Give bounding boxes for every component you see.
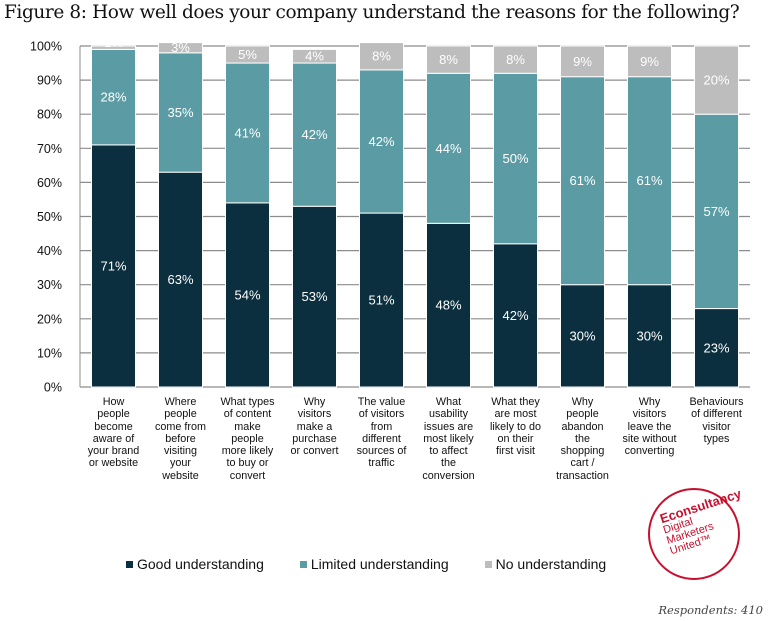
legend-swatch-none: [484, 560, 492, 568]
chart-title: Figure 8: How well does your company und…: [4, 2, 740, 23]
legend-item-none: No understanding: [484, 556, 607, 572]
y-tick-label: 30%: [37, 278, 62, 292]
data-label: 42%: [368, 134, 394, 149]
legend-label-limited: Limited understanding: [310, 556, 449, 572]
data-label: 61%: [636, 173, 662, 188]
data-label: 61%: [569, 173, 595, 188]
bar-segment: [694, 113, 739, 310]
data-label: 42%: [301, 127, 327, 142]
respondents-note: Respondents: 410: [658, 603, 763, 617]
x-category-label: How people become aware of your brand or webs…: [87, 396, 140, 470]
y-tick-label: 80%: [37, 108, 62, 122]
y-tick-label: 50%: [37, 210, 62, 224]
data-label: 8%: [372, 49, 391, 64]
legend-item-limited: Limited understanding: [299, 556, 449, 572]
data-label: 9%: [640, 54, 659, 69]
bar-segment: [493, 72, 538, 245]
bar-segment: [359, 212, 404, 388]
data-label: 35%: [167, 105, 193, 120]
legend: Good understanding Limited understanding…: [126, 556, 642, 572]
bar-segment: [225, 202, 270, 388]
y-tick-label: 0%: [44, 381, 62, 395]
bar-segment: [560, 284, 605, 388]
bar-segment: [627, 45, 672, 78]
bar-segment: [694, 45, 739, 115]
y-tick-label: 60%: [37, 176, 62, 190]
y-tick-label: 100%: [30, 40, 62, 54]
data-label: 28%: [100, 90, 126, 105]
legend-label-none: No understanding: [495, 556, 607, 572]
bar-segment: [158, 42, 203, 54]
y-tick-label: 10%: [37, 346, 62, 360]
data-label: 53%: [301, 289, 327, 304]
data-label: 4%: [305, 49, 324, 64]
y-tick-label: 90%: [37, 74, 62, 88]
data-label: 3%: [171, 40, 190, 55]
x-category-label: Why visitors leave the site without converti…: [622, 396, 677, 458]
bar-segment: [627, 76, 672, 286]
legend-swatch-limited: [299, 560, 307, 568]
data-label: 8%: [439, 52, 458, 67]
bar-segment: [426, 72, 471, 224]
data-label: 50%: [502, 151, 528, 166]
bar-segment: [426, 45, 471, 74]
x-category-label: What types of content make people more likel…: [220, 396, 275, 482]
bar-segment: [493, 45, 538, 74]
data-label: 30%: [569, 328, 595, 343]
bar-segment: [158, 171, 203, 388]
data-label: 44%: [435, 141, 461, 156]
x-category-label: Why visitors make a purchase or convert: [290, 396, 339, 458]
data-label: 9%: [573, 54, 592, 69]
x-category-label: What they are most likely to do on their fir…: [489, 396, 541, 458]
bar-segment: [694, 308, 739, 388]
data-label: 5%: [238, 47, 257, 62]
data-label: 54%: [234, 287, 260, 302]
y-tick-label: 40%: [37, 244, 62, 258]
legend-label-good: Good understanding: [137, 556, 264, 572]
bar-segment: [225, 45, 270, 64]
x-category-label: Behaviours of different visitor types: [689, 396, 744, 445]
data-label: 41%: [234, 125, 260, 140]
bar-segment: [560, 45, 605, 78]
x-category-label: The value of visitors from different sources…: [356, 396, 407, 470]
legend-item-good: Good understanding: [126, 556, 264, 572]
bar-segment: [91, 48, 136, 146]
x-category-label: Where people come from before visiting your we…: [155, 396, 206, 482]
data-label: 30%: [636, 328, 662, 343]
y-tick-label: 70%: [37, 142, 62, 156]
x-category-label: What usability issues are most likely to aff…: [422, 396, 475, 482]
data-label: 63%: [167, 272, 193, 287]
data-label: 71%: [100, 258, 126, 273]
legend-swatch-good: [126, 560, 133, 568]
bar-segment: [359, 42, 404, 71]
bar-segment: [91, 45, 136, 50]
bar-segment: [292, 48, 337, 64]
bar-segment: [627, 284, 672, 388]
data-label: 48%: [435, 298, 461, 313]
data-label: 23%: [703, 340, 729, 355]
bar-segment: [426, 222, 471, 388]
data-label: 8%: [506, 52, 525, 67]
data-label: 51%: [368, 293, 394, 308]
data-label: 1%: [104, 35, 123, 50]
bar-segment: [91, 144, 136, 388]
data-label: 57%: [703, 204, 729, 219]
y-tick-label: 20%: [37, 312, 62, 326]
data-label: 20%: [703, 73, 729, 88]
econsultancy-logo: Econsultancy Digital Marketers United™: [648, 486, 743, 580]
bar-segment: [225, 62, 270, 204]
data-label: 42%: [502, 308, 528, 323]
x-category-label: Why people abandon the shopping cart / transac…: [556, 396, 609, 482]
bar-segment: [493, 243, 538, 388]
